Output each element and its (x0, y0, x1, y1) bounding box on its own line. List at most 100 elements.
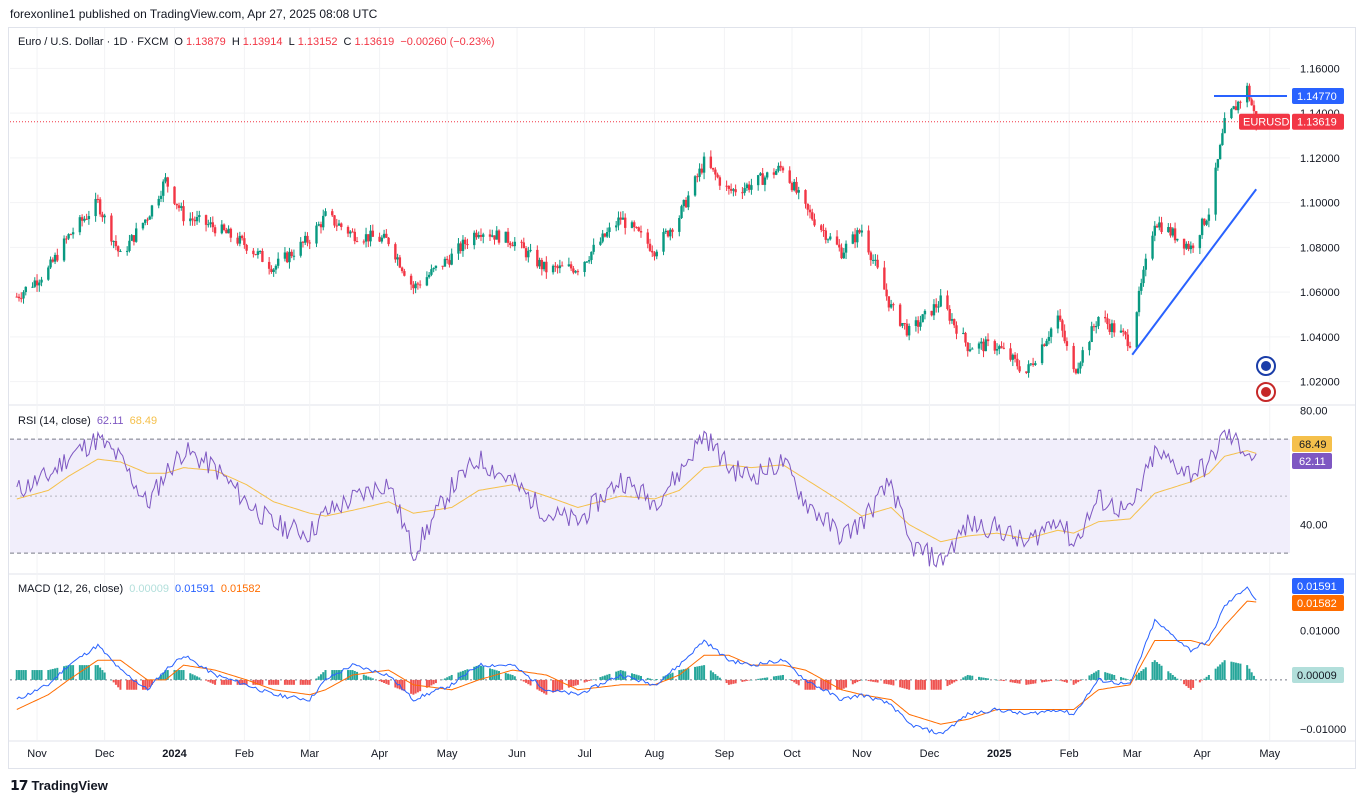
macd-histogram-bar (322, 672, 325, 680)
macd-histogram-bar (290, 679, 293, 685)
macd-histogram-bar (205, 679, 208, 681)
macd-histogram-bar (340, 670, 343, 680)
macd-histogram-bar (304, 679, 307, 685)
macd-histogram-bar (272, 679, 275, 685)
macd-histogram-bar (745, 679, 748, 681)
macd-hist-value: 0.00009 (129, 583, 169, 595)
candle-body (1031, 363, 1035, 365)
macd-histogram-bar (1187, 679, 1190, 688)
macd-histogram-bar (682, 669, 685, 680)
macd-histogram-bar (552, 679, 555, 693)
macd-histogram-bar (712, 672, 715, 680)
candle-body (479, 234, 483, 237)
macd-histogram-bar (18, 670, 21, 680)
candle-body (1056, 315, 1060, 329)
candle-body (1205, 220, 1208, 225)
macd-histogram-bar (1129, 679, 1131, 681)
macd-histogram-bar (529, 679, 532, 686)
candle-body (867, 230, 870, 253)
candle-body (1171, 228, 1175, 236)
footer-brand[interactable]: 𝟭𝟳 TradingView (10, 777, 108, 794)
macd-histogram-bar (450, 674, 453, 680)
macd-histogram-bar (914, 679, 917, 690)
macd-histogram-bar (824, 679, 827, 690)
macd-histogram-bar (1156, 662, 1159, 680)
candle-body (475, 232, 478, 238)
macd-histogram-bar (903, 679, 906, 689)
candle-body (290, 251, 293, 256)
candle-body (1076, 368, 1080, 374)
macd-title[interactable]: MACD (12, 26, close) (18, 583, 124, 595)
macd-histogram-bar (696, 666, 699, 680)
candle-body (464, 239, 467, 245)
macd-histogram-bar (369, 677, 372, 680)
candle-body (1230, 109, 1233, 119)
macd-histogram-bar (96, 665, 99, 680)
candle-body (529, 249, 532, 251)
macd-histogram-bar (1151, 661, 1154, 680)
macd-histogram-bar (637, 675, 640, 680)
candle-body (671, 229, 674, 232)
candle-body (716, 174, 719, 178)
macd-histogram-bar (980, 677, 983, 680)
macd-histogram-bar (1239, 663, 1242, 680)
macd-histogram-bar (324, 670, 327, 680)
candle-body (1198, 235, 1202, 249)
macd-histogram-bar (207, 679, 210, 682)
candle-body (554, 265, 557, 267)
candle-body (1216, 159, 1220, 168)
macd-histogram-bar (1176, 678, 1179, 680)
low-label: L (288, 36, 295, 48)
macd-histogram-bar (851, 679, 854, 685)
candle-body (488, 234, 492, 237)
x-tick-label: Jun (508, 748, 526, 760)
macd-histogram-bar (1011, 679, 1014, 683)
macd-histogram-bar (1041, 679, 1044, 683)
candle-body (270, 268, 273, 272)
candle-body (696, 176, 699, 178)
candle-body (522, 242, 526, 249)
macd-tag-text: 0.01591 (1297, 581, 1337, 593)
macd-histogram-bar (836, 679, 839, 690)
macd-histogram-bar (1002, 679, 1005, 682)
candle-body (781, 167, 785, 171)
candle-body (1016, 358, 1019, 367)
macd-histogram-bar (554, 679, 557, 692)
macd-histogram-bar (950, 679, 953, 684)
candle-body (1110, 323, 1114, 333)
candle-body (191, 218, 194, 220)
candle-body (853, 234, 857, 243)
candle-body (905, 323, 909, 336)
macd-histogram-bar (1106, 672, 1109, 680)
candle-body (409, 275, 413, 285)
candle-body (633, 222, 636, 228)
candle-body (457, 243, 460, 254)
candle-body (635, 227, 638, 229)
macd-histogram-bar (319, 674, 322, 680)
rsi-legend: RSI (14, close) 62.11 68.49 (18, 415, 160, 427)
symbol-title[interactable]: Euro / U.S. Dollar · 1D · FXCM (18, 36, 169, 48)
candle-body (639, 230, 643, 233)
macd-histogram-bar (621, 670, 624, 680)
macd-histogram-bar (1138, 672, 1141, 680)
macd-histogram-bar (371, 678, 374, 680)
macd-histogram-bar (173, 670, 176, 680)
macd-histogram-bar (649, 678, 651, 680)
x-tick-label: Feb (1060, 748, 1079, 760)
eu-flag-icon (1261, 361, 1271, 371)
macd-histogram-bar (615, 671, 618, 680)
macd-histogram-bar (315, 678, 318, 680)
macd-histogram-bar (576, 679, 579, 685)
candle-body (962, 332, 965, 334)
macd-histogram-bar (119, 679, 122, 690)
macd-histogram-bar (1158, 663, 1161, 680)
candle-body (551, 265, 555, 273)
candle-body (995, 349, 999, 351)
rsi-title[interactable]: RSI (14, close) (18, 415, 91, 427)
macd-histogram-bar (1230, 661, 1233, 680)
price-tick-label: 1.04000 (1300, 332, 1340, 344)
macd-histogram-bar (603, 675, 606, 680)
candle-body (777, 165, 780, 171)
macd-histogram-bar (1059, 679, 1062, 681)
